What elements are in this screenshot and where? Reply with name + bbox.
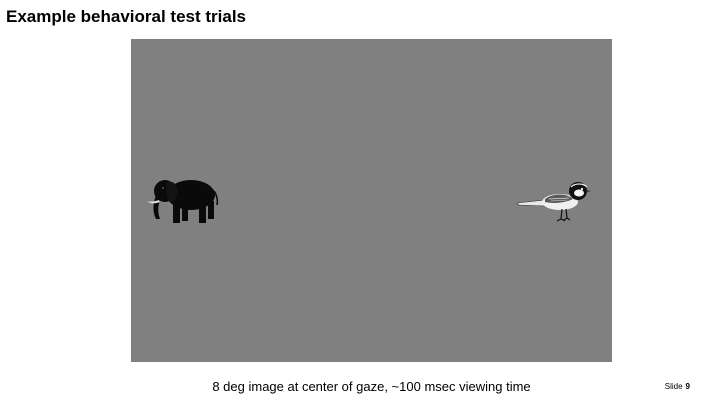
slide-number-value: 9 (685, 382, 690, 391)
slide-title: Example behavioral test trials (6, 7, 246, 26)
stimulus-panel (131, 39, 612, 362)
caption: 8 deg image at center of gaze, ~100 msec… (212, 379, 531, 394)
elephant-icon (147, 180, 219, 223)
slide-number: Slide 9 (665, 381, 690, 393)
bird-icon (516, 182, 591, 222)
slide-label: Slide (664, 382, 683, 391)
